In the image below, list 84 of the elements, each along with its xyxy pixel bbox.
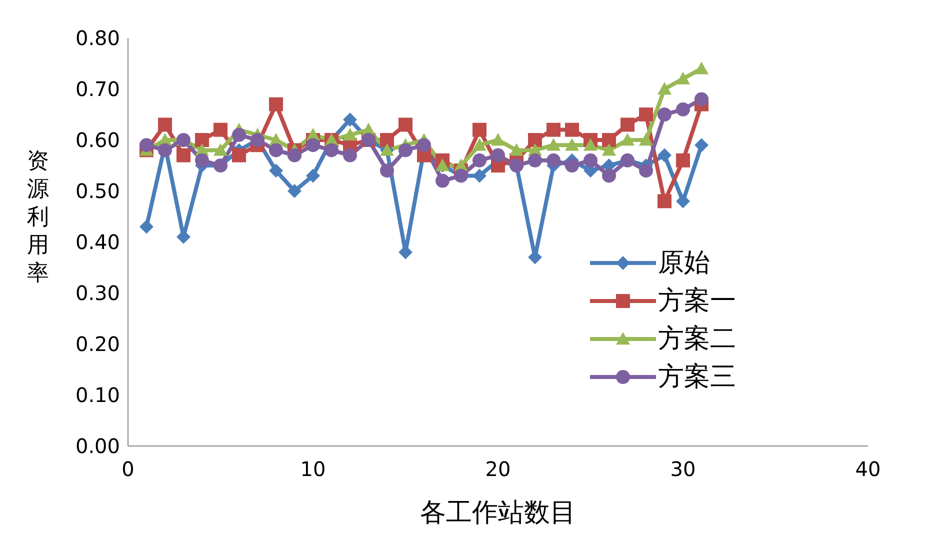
point [306, 138, 320, 152]
point [658, 148, 672, 162]
point [528, 133, 542, 147]
point [694, 62, 708, 74]
point [472, 138, 486, 151]
point [676, 153, 690, 168]
point [176, 148, 190, 162]
legend-label: 方案三 [658, 361, 736, 394]
point [639, 133, 653, 146]
point [584, 138, 598, 151]
x-tick-label: 40 [855, 457, 881, 481]
y-tick-label: 0.20 [75, 332, 120, 356]
point [528, 153, 542, 168]
x-axis-title: 各工作站数目 [420, 498, 576, 528]
point [491, 148, 505, 162]
point [214, 143, 228, 156]
point [158, 143, 172, 158]
legend-label: 原始 [658, 247, 710, 280]
point [676, 72, 690, 84]
point [565, 158, 579, 172]
point [620, 118, 634, 132]
y-axis-title: 资源利用率 [27, 149, 49, 286]
point [694, 138, 708, 152]
point [639, 108, 653, 122]
x-tick-label: 0 [122, 457, 134, 481]
point [658, 82, 672, 95]
point [195, 133, 209, 147]
y-tick-label: 0.60 [75, 128, 120, 152]
point [380, 133, 394, 147]
point [491, 133, 505, 146]
point [398, 118, 412, 132]
point [510, 143, 524, 156]
point [214, 122, 228, 137]
x-tick-label: 10 [300, 457, 326, 481]
point [306, 168, 320, 183]
point [288, 184, 302, 198]
point [546, 138, 560, 151]
point [602, 133, 616, 147]
point [546, 122, 560, 137]
legend-label: 方案二 [658, 323, 736, 356]
point [472, 122, 486, 137]
point [140, 220, 154, 234]
point [584, 153, 598, 168]
point [269, 97, 283, 112]
y-tick-label: 0.10 [75, 383, 120, 408]
y-tick-label: 0.80 [75, 26, 120, 50]
point [658, 108, 672, 122]
point [343, 128, 357, 140]
point [472, 168, 486, 183]
point [602, 143, 616, 156]
point [232, 148, 246, 162]
point [472, 153, 486, 168]
point [565, 122, 579, 137]
point [620, 133, 634, 146]
x-tick-label: 30 [670, 457, 696, 481]
point [343, 112, 357, 127]
point [158, 118, 172, 132]
point [676, 194, 690, 208]
point [417, 138, 431, 152]
point [288, 148, 302, 162]
point [639, 164, 653, 178]
point [324, 143, 338, 158]
point [436, 174, 450, 188]
point [269, 143, 283, 158]
y-tick-label: 0.70 [75, 77, 120, 102]
x-tick-label: 20 [485, 457, 511, 481]
y-tick-label: 0.30 [75, 281, 120, 306]
y-tick-label: 0.50 [75, 179, 120, 204]
point [398, 143, 412, 158]
point [232, 128, 246, 142]
point [140, 138, 154, 152]
point [676, 102, 690, 116]
point [658, 194, 672, 208]
point [546, 153, 560, 168]
point [380, 164, 394, 178]
point [195, 153, 209, 168]
point [694, 92, 708, 106]
point [565, 138, 579, 151]
legend-label: 方案一 [658, 285, 736, 318]
point [602, 168, 616, 183]
y-tick-label: 0.40 [75, 230, 120, 254]
point [269, 164, 283, 178]
y-tick-label: 0.00 [75, 434, 120, 458]
point [343, 148, 357, 162]
